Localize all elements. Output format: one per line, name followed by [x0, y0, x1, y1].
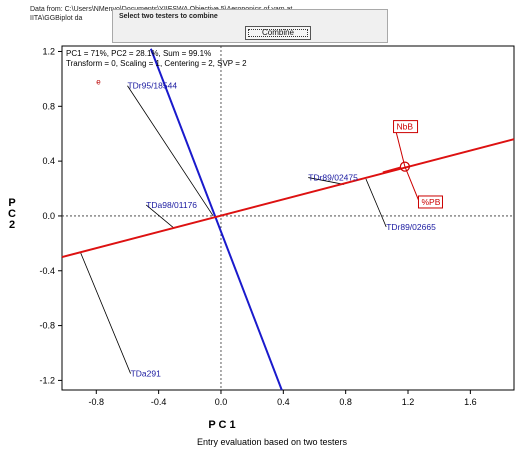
- entry-label: TDa98/01176: [146, 200, 197, 210]
- svg-text:PC2: PC2: [8, 197, 16, 231]
- perpendicular-axis-line: [149, 48, 283, 391]
- y-tick-label: 0.8: [42, 101, 55, 111]
- tester-label-box: [417, 195, 443, 209]
- ideal-arrow: [382, 166, 402, 174]
- info-line-2: Transform = 0, Scaling = 1, Centering = …: [66, 59, 247, 68]
- combine-testers-dialog: Select two testers to combine Combine: [112, 9, 388, 43]
- entry-projection-line: [365, 178, 387, 228]
- y-tick-label: 0.4: [42, 156, 55, 166]
- y-tick-label: 0.0: [42, 211, 55, 221]
- x-tick-label: -0.8: [89, 397, 105, 407]
- x-axis-label: P C 1: [208, 419, 235, 431]
- combine-button[interactable]: Combine: [245, 26, 311, 40]
- average-environment-axis-line: [61, 138, 515, 259]
- entry-projection-line: [145, 204, 175, 229]
- tester-label: %PB: [421, 197, 440, 207]
- entry-projection-line: [80, 252, 131, 374]
- x-tick-label: 0.4: [277, 397, 290, 407]
- x-tick-label: -0.4: [151, 397, 167, 407]
- y-tick-label: -0.8: [39, 321, 55, 331]
- tester-vector-line: [395, 129, 406, 167]
- data-source-line-2: IITA\GGBiplot da: [30, 15, 83, 22]
- x-tick-label: 0.0: [215, 397, 228, 407]
- entry-label: TDr89/02665: [386, 222, 436, 232]
- x-tick-label: 1.2: [402, 397, 415, 407]
- y-tick-label: -0.4: [39, 266, 55, 276]
- entry-label: TDa291: [131, 369, 162, 379]
- y-tick-label: -1.2: [39, 375, 55, 385]
- plot-frame: [61, 45, 515, 391]
- entry-projection-line: [127, 85, 214, 217]
- tester-vector-line: [404, 166, 421, 206]
- dialog-title: Select two testers to combine: [119, 13, 218, 20]
- marker-e-label: e: [96, 78, 101, 87]
- tester-label: NbB: [397, 122, 414, 132]
- y-tick-label: 1.2: [42, 46, 55, 56]
- entry-label: TDr89/02475: [308, 173, 358, 183]
- info-line-1: PC1 = 71%, PC2 = 28.1%, Sum = 99.1%: [66, 49, 211, 58]
- x-tick-label: 0.8: [339, 397, 352, 407]
- chart-caption: Entry evaluation based on two testers: [197, 437, 348, 447]
- x-tick-label: 1.6: [464, 397, 477, 407]
- tester-label-box: [393, 120, 419, 134]
- entry-projection-line: [308, 177, 345, 185]
- entry-label: TDr95/18544: [127, 81, 177, 91]
